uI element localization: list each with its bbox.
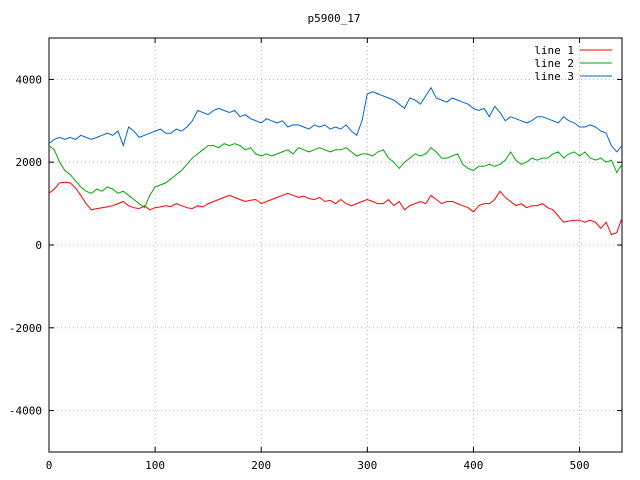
- legend-label-1: line 1: [534, 44, 574, 57]
- y-axis-ticks: -4000 -2000 0 2000 4000: [9, 73, 622, 418]
- y-tick-label: -4000: [9, 405, 42, 418]
- y-tick-label: 0: [35, 239, 42, 252]
- x-tick-label: 0: [46, 459, 53, 472]
- x-tick-label: 100: [145, 459, 165, 472]
- x-tick-label: 200: [251, 459, 271, 472]
- x-tick-label: 500: [570, 459, 590, 472]
- plot-frame: [48, 37, 623, 453]
- plot-border: [48, 37, 623, 453]
- x-tick-label: 400: [464, 459, 484, 472]
- series-lines: [48, 86, 623, 236]
- series-line-1: [48, 181, 623, 236]
- legend-label-3: line 3: [534, 70, 574, 83]
- chart-title: p5900_17: [308, 12, 361, 25]
- series-line-2: [48, 143, 623, 209]
- series-line-3: [48, 86, 623, 153]
- grid-lines: [49, 38, 622, 452]
- y-tick-label: 2000: [16, 156, 43, 169]
- x-tick-label: 300: [357, 459, 377, 472]
- x-axis-ticks: 0 100 200 300 400 500: [46, 38, 590, 472]
- y-tick-label: 4000: [16, 73, 43, 86]
- y-tick-label: -2000: [9, 322, 42, 335]
- legend-label-2: line 2: [534, 57, 574, 70]
